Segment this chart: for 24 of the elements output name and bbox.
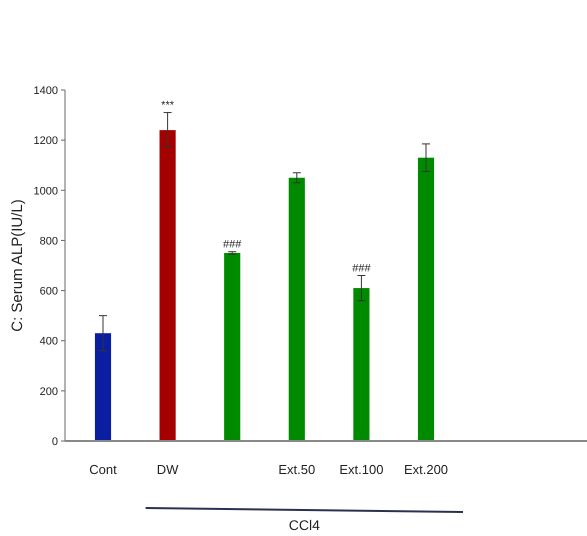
bar xyxy=(418,158,434,441)
x-tick-label: DW xyxy=(156,462,180,477)
x-tick-label: Ext.100 xyxy=(339,462,384,477)
y-tick-label: 1200 xyxy=(34,135,58,148)
y-tick-label: 200 xyxy=(40,386,58,398)
annotation: ### xyxy=(223,238,242,251)
text: CCl4 xyxy=(288,517,320,533)
x-tick-label: Ext.200 xyxy=(404,462,448,477)
bar xyxy=(160,130,176,441)
y-tick-label: 1400 xyxy=(34,85,58,97)
bar xyxy=(288,178,305,441)
y-tick-label: 1000 xyxy=(34,185,58,198)
y-tick-label: 0 xyxy=(52,436,58,448)
bar xyxy=(224,252,240,441)
annotation: *** xyxy=(161,100,175,112)
y-tick-label: 400 xyxy=(40,336,58,348)
x-tick-label: Ext.50 xyxy=(278,462,316,477)
bar xyxy=(353,288,370,441)
annotation: ### xyxy=(352,262,372,275)
y-tick-label: 600 xyxy=(40,286,58,298)
y-tick-label: 800 xyxy=(40,235,58,248)
y-axis-title: C: Serum ALP(IU/L) xyxy=(9,199,26,332)
bar xyxy=(94,333,112,441)
x-tick-label: Cont xyxy=(89,462,118,477)
